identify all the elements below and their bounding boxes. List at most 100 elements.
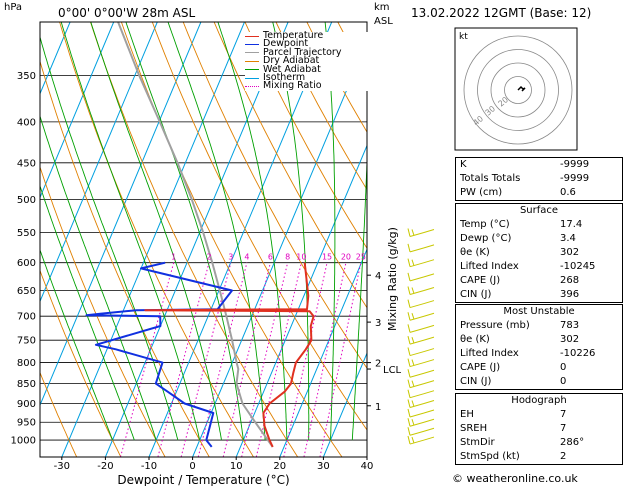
legend-label: Dewpoint	[263, 38, 309, 50]
pressure-tick-label: 800	[17, 358, 36, 369]
mu-value: 0	[560, 362, 567, 373]
legend-item: Dewpoint	[245, 38, 380, 50]
km-tick-label: 1	[375, 402, 381, 413]
km-tick-label: 2	[375, 359, 381, 370]
wet-adiabat-line	[272, 22, 310, 441]
datetime-label: 13.02.2022 12GMT (Base: 12)	[411, 6, 592, 20]
mixing-ratio-line	[241, 262, 289, 457]
dry-adiabat-line	[40, 269, 122, 457]
isotherm-line	[61, 22, 245, 457]
wind-barb	[407, 427, 435, 436]
legend-item: Temperature	[245, 31, 380, 40]
dry-adiabat-line	[182, 22, 367, 369]
mu-label: CAPE (J)	[460, 362, 501, 373]
legend-swatch	[245, 52, 259, 54]
mixing-ratio-label: 8	[285, 253, 290, 262]
mixing-ratio-label: 6	[268, 253, 273, 262]
wind-barb	[407, 299, 435, 309]
mixing-ratio-label: 4	[244, 253, 249, 262]
pressure-tick-label: 550	[17, 228, 36, 239]
hodo-label: SREH	[460, 423, 488, 434]
isotherm-line	[104, 22, 289, 457]
wind-barb	[407, 408, 435, 418]
mixing-ratio-label: 2	[206, 253, 211, 262]
surface-value: 268	[560, 275, 580, 286]
hodo-value: 7	[560, 423, 567, 434]
wet-adiabat-line	[90, 22, 222, 441]
legend-swatch	[245, 60, 259, 62]
mixing-ratio-line	[222, 262, 271, 457]
index-label: Totals Totals	[460, 173, 521, 184]
mu-label: Pressure (mb)	[460, 320, 530, 331]
wind-barb	[407, 379, 435, 389]
temp-tick-label: -30	[54, 461, 70, 472]
mu-value: 302	[560, 334, 580, 345]
surface-value: 3.4	[560, 233, 576, 244]
hodograph-table-title: Hodograph	[511, 395, 567, 406]
mu-label: Lifted Index	[460, 348, 519, 359]
mixing-ratio-axis-title: Mixing Ratio (g/kg)	[386, 227, 399, 331]
isotherm-line	[279, 248, 367, 457]
wet-adiabat-line	[40, 184, 135, 441]
wind-barb	[407, 369, 435, 378]
temp-tick-label: -20	[97, 461, 113, 472]
surface-label: CAPE (J)	[460, 275, 501, 286]
indices-panel: K -9999 Totals Totals -9999 PW (cm) 0.6	[455, 157, 623, 201]
most-unstable-title: Most Unstable	[503, 306, 575, 317]
surface-label: Temp (°C)	[460, 219, 510, 230]
wind-barb	[407, 286, 435, 295]
pressure-tick-label: 900	[17, 399, 36, 410]
temp-tick-label: 20	[273, 461, 286, 472]
isotherm-line	[0, 22, 27, 457]
index-row-k: K -9999	[456, 158, 622, 172]
pressure-tick-label: 750	[17, 336, 36, 347]
temp-tick-label: 0	[189, 461, 195, 472]
wind-barb	[407, 435, 435, 445]
pressure-tick-label: 450	[17, 158, 36, 169]
wind-barb	[407, 258, 435, 268]
index-label: K	[460, 159, 467, 170]
km-label: km	[374, 2, 390, 13]
wet-adiabat-line	[40, 114, 157, 441]
hodo-label: StmDir	[460, 437, 495, 448]
surface-label: θe (K)	[460, 247, 490, 258]
hpa-label: hPa	[4, 2, 23, 13]
location-label: 0°00' 0°00'W 28m ASL	[58, 6, 196, 20]
legend: Temperature Dewpoint Parcel Trajectory Dry …	[245, 31, 380, 92]
dry-adiabat-line	[40, 59, 210, 457]
km-tick-label: 4	[375, 271, 381, 282]
legend-item: Dry Adiabat	[245, 56, 380, 66]
isotherm-line	[322, 351, 367, 457]
index-row-totals: Totals Totals -9999	[456, 172, 622, 186]
surface-title: Surface	[519, 205, 559, 216]
wet-adiabat-line	[217, 22, 288, 441]
km-tick-label: 3	[375, 318, 381, 329]
wet-adiabat-line	[60, 22, 201, 441]
legend-swatch	[245, 77, 259, 79]
mixing-ratio-line	[119, 262, 175, 457]
mixing-ratio-label: 3	[228, 253, 233, 262]
mixing-ratio-line	[319, 262, 362, 457]
wind-barb	[407, 272, 435, 282]
legend-label: Mixing Ratio	[263, 80, 322, 92]
plot-frame	[39, 21, 368, 458]
wet-adiabat-line	[351, 149, 367, 441]
legend-swatch	[245, 69, 259, 71]
mu-value: 783	[560, 320, 580, 331]
isotherm-line	[148, 22, 333, 457]
dry-adiabat-line	[90, 22, 299, 457]
mu-label: θe (K)	[460, 334, 490, 345]
lcl-label: LCL	[383, 365, 402, 376]
legend-label: Isotherm	[263, 71, 306, 83]
wind-barb	[407, 228, 435, 237]
mu-label: CIN (J)	[460, 376, 492, 387]
temp-tick-label: 40	[361, 461, 374, 472]
mixing-ratio-label: 25	[356, 253, 366, 262]
mixing-ratio-label: 10	[296, 253, 306, 262]
index-row-pw: PW (cm) 0.6	[456, 186, 622, 200]
pressure-tick-label: 650	[17, 286, 36, 297]
wind-barb	[407, 358, 435, 368]
legend-item: Wet Adiabat	[245, 64, 380, 74]
wind-barb	[407, 399, 435, 408]
legend-swatch	[245, 35, 259, 37]
